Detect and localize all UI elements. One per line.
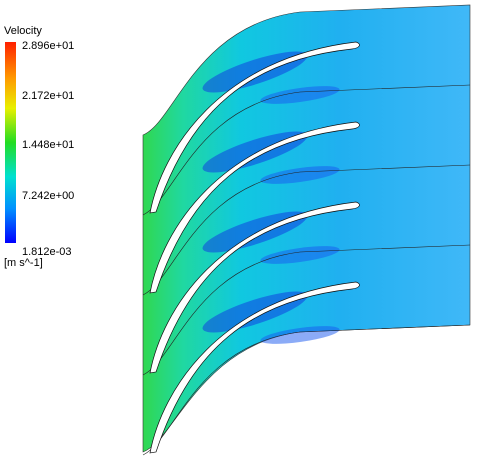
legend-label: 2.172e+01 [22,90,74,102]
low-velocity-zone [260,246,340,264]
legend-label: 7.242e+00 [22,190,74,202]
low-velocity-zone [260,166,340,184]
legend-label: 1.448e+01 [22,139,74,151]
passages [142,41,471,456]
legend-label: 2.896e+01 [22,40,74,52]
legend-title: Velocity [4,25,42,37]
flow-domain [142,4,471,453]
low-velocity-zone [260,86,340,104]
blade [149,201,360,374]
legend-unit: [m s^-1] [4,257,43,269]
blade [149,41,360,214]
low-velocity-zone [260,326,340,344]
blade [149,121,360,294]
blade [149,281,360,454]
legend-label: 1.812e-03 [22,246,72,258]
color-bar [5,42,16,243]
